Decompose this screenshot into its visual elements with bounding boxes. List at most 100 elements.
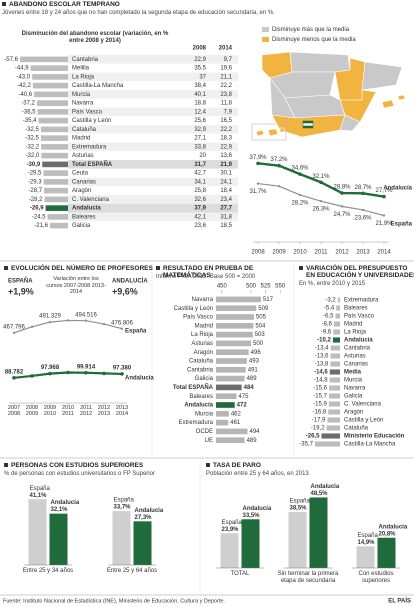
value-label: -13,4	[315, 346, 329, 352]
section-title: VARIACIÓN DEL PRESUPUESTO EN EDUCACIÓN Y…	[299, 265, 414, 279]
bar	[216, 296, 261, 303]
series-label: Andalucía	[51, 500, 80, 506]
bar	[216, 419, 229, 426]
value-label: -13,6	[315, 354, 329, 360]
flag-icon	[303, 125, 313, 128]
section-title: RESULTADO EN PRUEBA DE MATEMÁTICAS	[156, 265, 299, 279]
point	[361, 191, 365, 196]
bar	[216, 358, 247, 364]
point	[361, 208, 365, 212]
category-label: Cantabria	[187, 367, 214, 373]
bar	[41, 152, 68, 159]
category-label: Ceuta	[72, 171, 89, 177]
table-cell: 18,8	[194, 101, 206, 107]
category-label: Extremadura	[72, 144, 107, 150]
table-cell: 22,2	[220, 83, 232, 89]
row-background	[68, 116, 238, 125]
value-label: -14,6	[314, 370, 328, 376]
bar	[28, 499, 47, 565]
value-label: -9,6	[321, 330, 332, 336]
legend-label: España	[125, 329, 147, 335]
table-cell: 25,8	[194, 188, 206, 194]
point	[277, 163, 281, 168]
series-label: España	[290, 499, 311, 505]
value-label: 37,9%	[249, 155, 267, 161]
map-region	[361, 61, 403, 91]
table-cell: 25,6	[194, 118, 206, 124]
point	[48, 371, 52, 376]
row-background	[68, 55, 238, 64]
subtitle: % de personas con estudios universitario…	[4, 471, 155, 477]
bar	[20, 56, 68, 63]
x-tick-label: 2011 2012	[79, 405, 93, 417]
category-label: Asturias	[72, 153, 94, 159]
value-label: -15,9	[313, 402, 327, 408]
section-title: TASA DE PARO	[206, 462, 413, 469]
bar	[333, 329, 340, 335]
category-label: Madrid	[344, 322, 362, 328]
value-label: 461	[230, 420, 241, 426]
table-cell: 7,9	[224, 109, 233, 115]
x-tick-label: 2012 2013	[97, 405, 111, 417]
bar	[288, 512, 307, 568]
bar	[216, 393, 237, 400]
value-label: 493	[249, 359, 260, 365]
value-label: 28,7%	[354, 185, 372, 191]
x-tick-label: 2014	[377, 250, 391, 256]
value-label: 20,8%	[379, 531, 397, 537]
section-title: EVOLUCIÓN DEL NÚMERO DE PROFESORES	[4, 265, 157, 272]
value-label: 34,6%	[291, 166, 309, 172]
column-header: 2014	[219, 46, 233, 52]
value-label: -5,4	[324, 306, 335, 312]
bar	[327, 417, 340, 423]
table-cell: 16,5	[220, 118, 232, 124]
bar	[216, 340, 251, 347]
map	[251, 51, 406, 141]
table-cell: 30,1	[220, 171, 232, 177]
value-label: -42,2	[17, 83, 31, 89]
map-region	[397, 94, 406, 101]
value-label: -43,0	[16, 74, 30, 80]
point	[340, 205, 344, 208]
bar	[216, 322, 254, 329]
legend-label: Disminuye más que la media	[272, 27, 350, 33]
table-cell: 12,4	[194, 109, 206, 115]
row-background	[68, 212, 238, 222]
series-label: Andalucía	[379, 524, 408, 530]
column-header: 2008	[193, 46, 207, 52]
table-cell: 13,6	[220, 153, 232, 159]
bar	[42, 161, 68, 168]
summary-label: ESPAÑA	[8, 278, 33, 285]
bar	[112, 511, 131, 565]
category-label: País Vasco	[72, 109, 103, 115]
row-background	[68, 63, 238, 73]
legend-label: Andalucía	[125, 376, 154, 382]
bar	[43, 179, 68, 185]
bar	[32, 74, 68, 80]
x-tick-label: 500	[246, 284, 257, 290]
value-label: -24,5	[32, 214, 46, 220]
value-label: 99.914	[77, 364, 96, 370]
category-label: Murcia	[195, 411, 214, 417]
table-cell: 34,1	[194, 179, 206, 185]
point	[120, 327, 124, 330]
map-region	[284, 94, 346, 119]
map-inset	[251, 123, 287, 141]
table-cell: 42,1	[194, 214, 206, 220]
value-label: 23,6%	[354, 216, 372, 222]
bar	[47, 214, 68, 220]
value-label: 462	[231, 411, 242, 417]
category-label: La Rioja	[191, 332, 214, 338]
bar	[335, 313, 340, 319]
map-region	[381, 99, 395, 109]
table-cell: 18,3	[220, 136, 232, 142]
x-tick-label: 2012	[335, 250, 349, 256]
point	[298, 172, 302, 176]
row-background	[68, 81, 238, 90]
bar	[37, 109, 68, 115]
bar	[45, 205, 68, 211]
value-label: -26,5	[306, 434, 320, 440]
category-label: Con estudios superiores	[358, 571, 394, 584]
point	[30, 325, 34, 329]
